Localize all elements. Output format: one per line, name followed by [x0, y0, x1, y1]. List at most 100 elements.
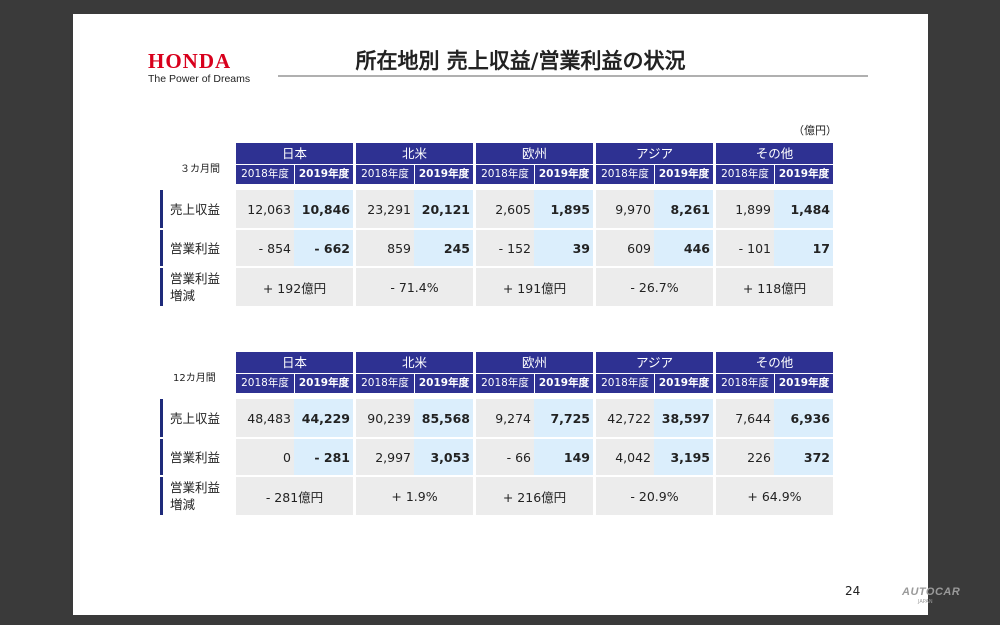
year-header-row: 2018年度 2019年度 — [356, 374, 473, 393]
value-2018: 1,899 — [716, 190, 774, 228]
year-2018-header: 2018年度 — [476, 374, 534, 393]
value-2018: - 854 — [236, 230, 294, 266]
watermark: AUTOCAR — [902, 586, 961, 598]
profit-row: 609 446 — [596, 230, 713, 266]
region-column: 欧州 2018年度 2019年度 9,274 7,725- 66 149 + 216億円 — [476, 352, 593, 515]
year-2018-header: 2018年度 — [356, 374, 414, 393]
row-label-profit-change: 営業利益 増減 — [160, 477, 230, 515]
region-header: その他 — [716, 352, 833, 373]
value-2019: 39 — [534, 230, 593, 266]
year-header-row: 2018年度 2019年度 — [476, 165, 593, 184]
year-2019-header: 2019年度 — [655, 374, 713, 393]
profit-change-value: + 191億円 — [476, 268, 593, 306]
year-2018-header: 2018年度 — [236, 374, 294, 393]
row-label-profit-change: 営業利益 増減 — [160, 268, 230, 306]
value-2019: 372 — [774, 439, 833, 475]
revenue-row: 12,063 10,846 — [236, 190, 353, 228]
revenue-row: 48,483 44,229 — [236, 399, 353, 437]
row-label-line: 営業利益 — [170, 480, 221, 495]
region-column: 北米 2018年度 2019年度 23,291 20,121 859 245- 71.4% — [356, 143, 473, 306]
value-2019: 446 — [654, 230, 713, 266]
region-column: アジア 2018年度 2019年度 42,722 38,597 4,042 3,195- 2… — [596, 352, 713, 515]
year-2019-header: 2019年度 — [775, 165, 833, 184]
revenue-row: 7,644 6,936 — [716, 399, 833, 437]
revenue-row: 90,239 85,568 — [356, 399, 473, 437]
value-2018: 9,970 — [596, 190, 654, 228]
value-2019: - 662 — [294, 230, 353, 266]
profit-change-value: - 71.4% — [356, 268, 473, 306]
region-header: アジア — [596, 143, 713, 164]
profit-row: - 854- 662 — [236, 230, 353, 266]
year-header-row: 2018年度 2019年度 — [236, 374, 353, 393]
revenue-row: 42,722 38,597 — [596, 399, 713, 437]
row-label-revenue: 売上収益 — [160, 190, 230, 228]
value-2019: - 281 — [294, 439, 353, 475]
profit-row: 226 372 — [716, 439, 833, 475]
value-2018: 2,605 — [476, 190, 534, 228]
honda-logo: HONDA The Power of Dreams — [148, 50, 250, 85]
value-2018: 9,274 — [476, 399, 534, 437]
value-2019: 3,053 — [414, 439, 473, 475]
value-2018: 48,483 — [236, 399, 294, 437]
region-header: 日本 — [236, 352, 353, 373]
year-header-row: 2018年度 2019年度 — [596, 165, 713, 184]
profit-row: 2,997 3,053 — [356, 439, 473, 475]
value-2018: 23,291 — [356, 190, 414, 228]
year-2018-header: 2018年度 — [716, 374, 774, 393]
profit-row: - 66 149 — [476, 439, 593, 475]
value-2018: 7,644 — [716, 399, 774, 437]
value-2018: - 66 — [476, 439, 534, 475]
profit-change-value: - 281億円 — [236, 477, 353, 515]
row-label-line: 営業利益 — [170, 271, 221, 286]
region-column: 日本 2018年度 2019年度 48,483 44,229 0- 281- 281億円 — [236, 352, 353, 515]
region-header: 北米 — [356, 143, 473, 164]
year-2019-header: 2019年度 — [535, 165, 593, 184]
value-2018: 859 — [356, 230, 414, 266]
value-2019: 1,895 — [534, 190, 593, 228]
profit-change-value: + 192億円 — [236, 268, 353, 306]
value-2019: 8,261 — [654, 190, 713, 228]
value-2019: 38,597 — [654, 399, 713, 437]
value-2019: 3,195 — [654, 439, 713, 475]
value-2018: 12,063 — [236, 190, 294, 228]
profit-change-value: + 216億円 — [476, 477, 593, 515]
year-2019-header: 2019年度 — [655, 165, 713, 184]
profit-row: 859 245 — [356, 230, 473, 266]
year-2019-header: 2019年度 — [775, 374, 833, 393]
watermark-sub: JAPAN — [918, 599, 933, 605]
region-header: その他 — [716, 143, 833, 164]
revenue-row: 23,291 20,121 — [356, 190, 473, 228]
row-label-operating-profit: 営業利益 — [160, 230, 230, 266]
year-2018-header: 2018年度 — [716, 165, 774, 184]
year-2018-header: 2018年度 — [356, 165, 414, 184]
value-2018: 0 — [236, 439, 294, 475]
region-header: 日本 — [236, 143, 353, 164]
year-2019-header: 2019年度 — [415, 165, 473, 184]
profit-row: - 152 39 — [476, 230, 593, 266]
year-2018-header: 2018年度 — [236, 165, 294, 184]
region-header: 欧州 — [476, 352, 593, 373]
value-2018: - 101 — [716, 230, 774, 266]
value-2019: 17 — [774, 230, 833, 266]
title-divider — [278, 75, 868, 77]
year-header-row: 2018年度 2019年度 — [716, 165, 833, 184]
year-header-row: 2018年度 2019年度 — [596, 374, 713, 393]
value-2018: - 152 — [476, 230, 534, 266]
profit-change-value: + 1.9% — [356, 477, 473, 515]
period-label: 12カ月間 — [173, 373, 216, 384]
period-label: ３カ月間 — [180, 164, 220, 175]
year-2018-header: 2018年度 — [476, 165, 534, 184]
year-header-row: 2018年度 2019年度 — [716, 374, 833, 393]
year-2019-header: 2019年度 — [295, 165, 353, 184]
profit-change-value: - 20.9% — [596, 477, 713, 515]
value-2018: 4,042 — [596, 439, 654, 475]
value-2019: 6,936 — [774, 399, 833, 437]
row-label-line: 増減 — [170, 497, 196, 512]
revenue-row: 2,605 1,895 — [476, 190, 593, 228]
row-label-line: 増減 — [170, 288, 196, 303]
row-label-revenue: 売上収益 — [160, 399, 230, 437]
profit-change-value: + 118億円 — [716, 268, 833, 306]
value-2019: 149 — [534, 439, 593, 475]
region-column: 日本 2018年度 2019年度 12,063 10,846- 854- 662 + 19… — [236, 143, 353, 306]
value-2018: 2,997 — [356, 439, 414, 475]
